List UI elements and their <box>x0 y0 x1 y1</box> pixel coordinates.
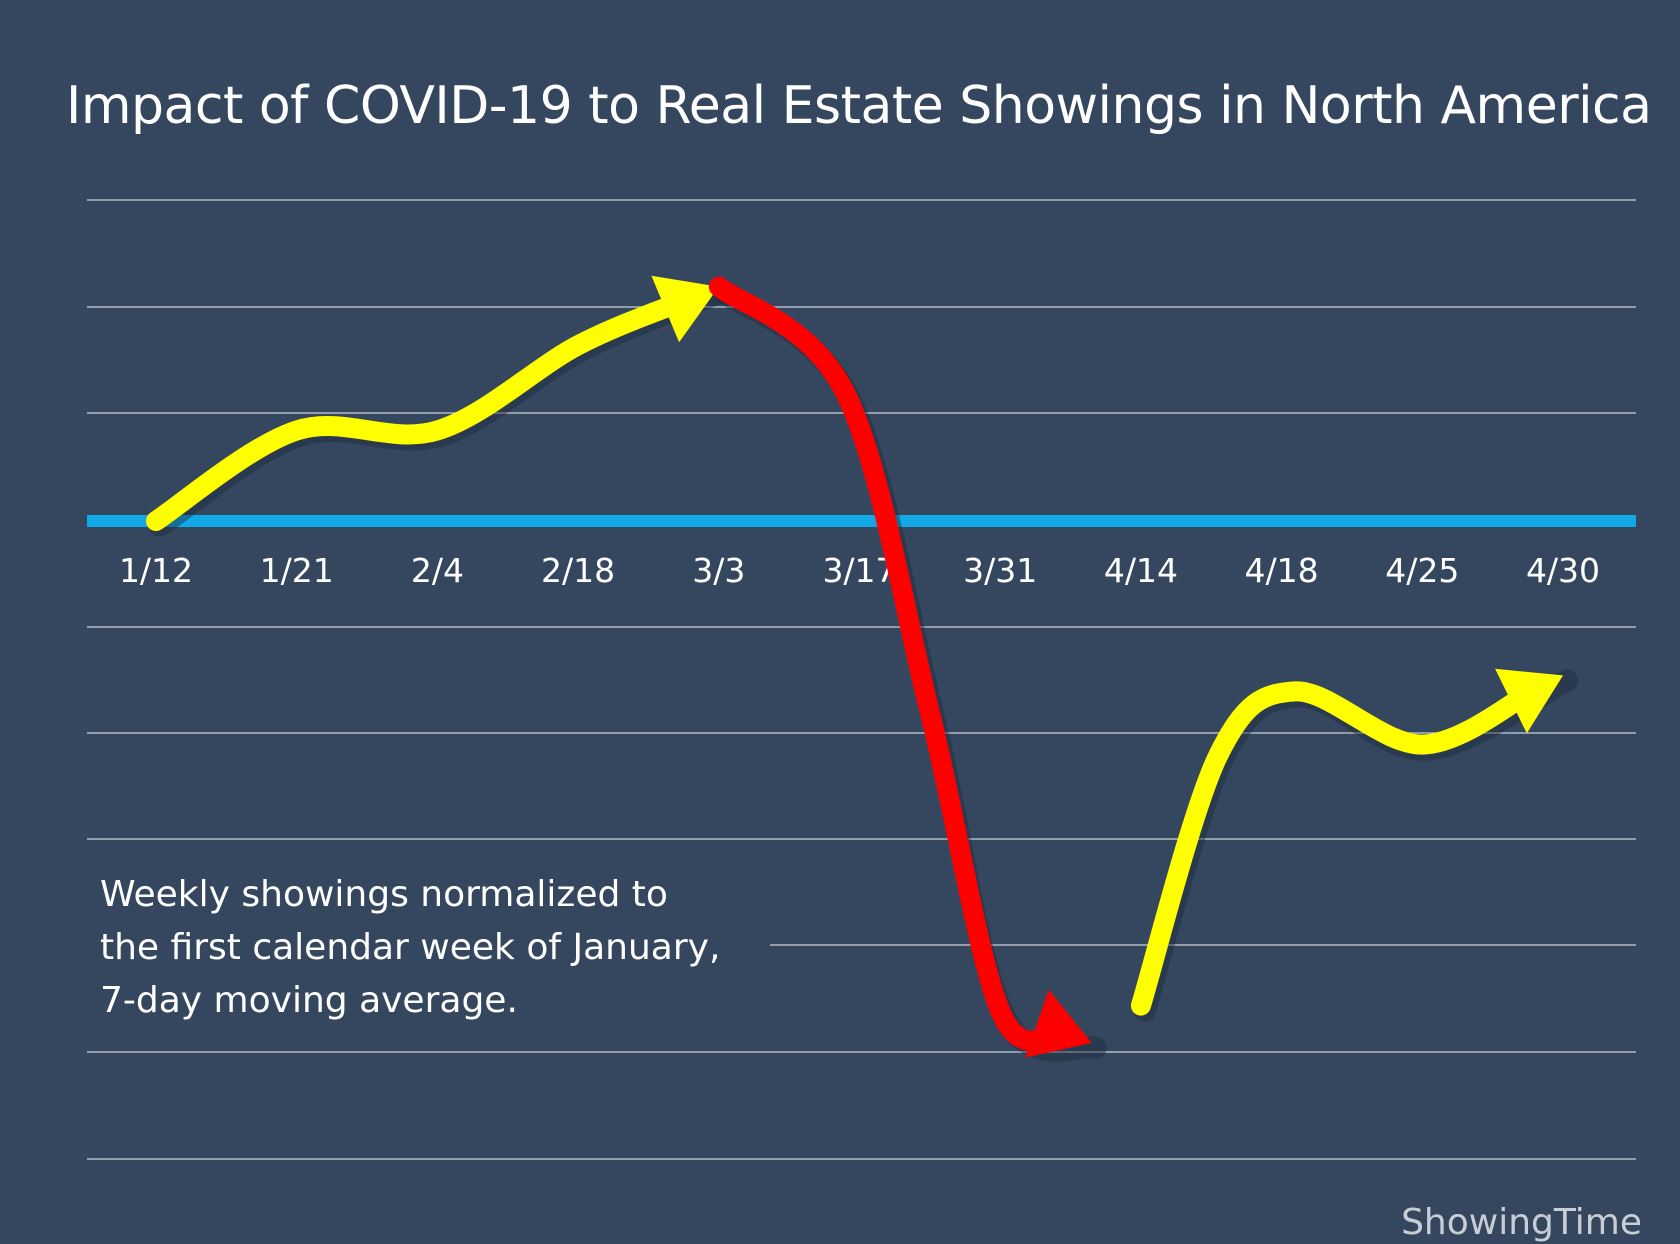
chart-title: Impact of COVID-19 to Real Estate Showin… <box>66 76 1652 136</box>
series-rising-segment <box>146 275 734 537</box>
note-line: Weekly showings normalized to <box>100 874 668 915</box>
series-falling-segment <box>708 276 1107 1062</box>
x-tick-label: 2/4 <box>411 551 464 590</box>
note-line: 7-day moving average. <box>100 980 518 1021</box>
note-line: the first calendar week of January, <box>100 927 721 968</box>
arrow-head <box>1025 989 1092 1058</box>
series-line <box>708 276 1074 1051</box>
series-line <box>1130 678 1547 1016</box>
series-layer <box>146 275 1578 1062</box>
x-tick-label: 4/25 <box>1385 551 1459 590</box>
x-tick-label: 3/31 <box>963 551 1037 590</box>
series-rising-segment <box>1130 668 1578 1022</box>
x-tick-label: 4/14 <box>1104 551 1178 590</box>
x-tick-label: 4/30 <box>1526 551 1600 590</box>
x-tick-label: 1/12 <box>119 551 193 590</box>
x-tick-label: 3/17 <box>822 551 896 590</box>
x-tick-label: 4/18 <box>1245 551 1319 590</box>
arrow-head <box>651 275 719 343</box>
series-shadow <box>711 280 1107 1062</box>
brand-logo: ShowingTime <box>1401 1202 1642 1243</box>
series-line <box>146 288 702 531</box>
arrow-head <box>1495 668 1563 734</box>
series-shadow <box>1133 669 1578 1022</box>
x-tick-label: 1/21 <box>260 551 334 590</box>
x-tick-label: 3/3 <box>692 551 745 590</box>
x-tick-label: 2/18 <box>541 551 615 590</box>
x-axis-ticks: 1/12 1/21 2/4 2/18 3/3 3/17 3/31 4/14 4/18 4/25 4/… <box>119 551 1600 590</box>
chart-note: Weekly showings normalized to the first … <box>100 868 760 1027</box>
